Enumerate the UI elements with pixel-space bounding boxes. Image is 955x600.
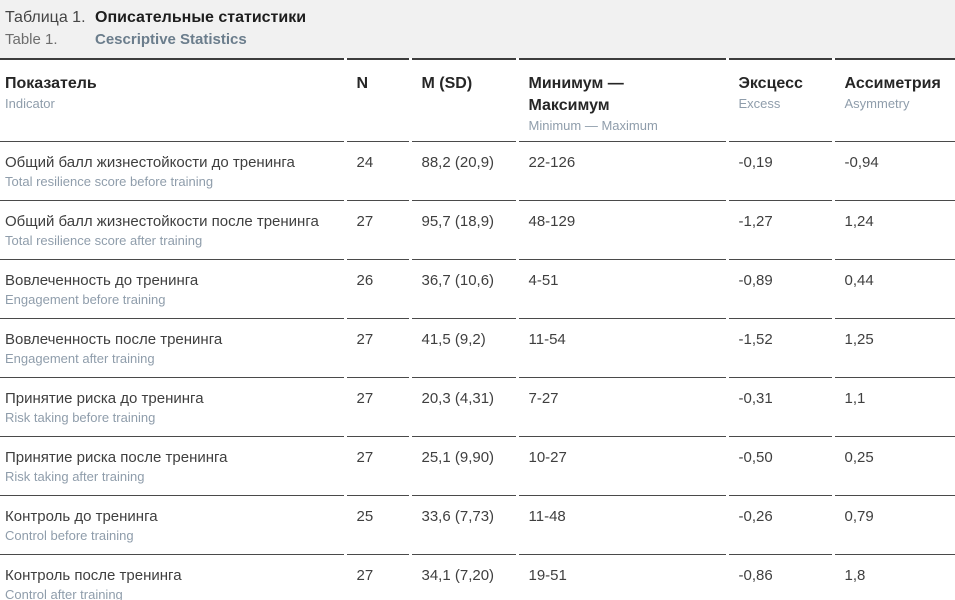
table-row: Принятие риска до тренинга Risk taking be… [0, 377, 955, 437]
indicator-cell: Общий балл жизнестойкости после тренинга… [0, 200, 345, 260]
table-body: Общий балл жизнестойкости до тренинга Tot… [0, 141, 955, 600]
column-header-n: N [343, 58, 410, 142]
indicator-label-ru: Контроль после тренинга [5, 567, 182, 584]
column-header-sublabel: Indicator [5, 96, 55, 111]
table-row: Вовлеченность после тренинга Engagement a… [0, 318, 955, 378]
indicator-label-ru: Принятие риска после тренинга [5, 449, 228, 466]
min-max-cell: 19-51 [515, 554, 727, 600]
table-row: Контроль до тренинга Control before train… [0, 495, 955, 555]
table-row: Общий балл жизнестойкости до тренинга Tot… [0, 141, 955, 201]
caption-line-en: Table 1. Cescriptive Statistics [5, 29, 955, 51]
m-sd-cell: 20,3 (4,31) [408, 377, 517, 437]
n-cell: 24 [343, 141, 410, 201]
n-cell: 27 [343, 554, 410, 600]
table-row: Принятие риска после тренинга Risk taking… [0, 436, 955, 496]
column-header-asymmetry: Ассиметрия Asymmetry [831, 58, 955, 142]
indicator-label-en: Engagement before training [5, 292, 166, 307]
column-header-sublabel: Asymmetry [844, 96, 910, 111]
indicator-cell: Вовлеченность после тренинга Engagement a… [0, 318, 345, 378]
asymmetry-cell: 1,25 [831, 318, 955, 378]
indicator-label-ru: Контроль до тренинга [5, 508, 158, 525]
excess-cell: -1,52 [725, 318, 833, 378]
caption-line-ru: Таблица 1. Описательные статистики [5, 7, 955, 29]
indicator-label-en: Control before training [5, 528, 134, 543]
column-header-label: M (SD) [421, 75, 473, 92]
caption-label-en: Table 1. [5, 31, 58, 48]
indicator-cell: Вовлеченность до тренинга Engagement befo… [0, 259, 345, 319]
indicator-cell: Контроль до тренинга Control before train… [0, 495, 345, 555]
indicator-cell: Контроль после тренинга Control after tra… [0, 554, 345, 600]
indicator-label-ru: Вовлеченность до тренинга [5, 272, 199, 289]
column-header-label: Эксцесс [738, 75, 803, 92]
caption-title-en: Cescriptive Statistics [95, 31, 247, 48]
excess-cell: -0,26 [725, 495, 833, 555]
asymmetry-cell: 1,8 [831, 554, 955, 600]
m-sd-cell: 33,6 (7,73) [408, 495, 517, 555]
column-header-m-sd: M (SD) [408, 58, 517, 142]
column-header-label: Минимум — Максимум [528, 75, 624, 114]
asymmetry-cell: 1,24 [831, 200, 955, 260]
excess-cell: -0,86 [725, 554, 833, 600]
n-cell: 27 [343, 436, 410, 496]
column-header-label: Показатель [5, 75, 97, 92]
indicator-label-en: Total resilience score before training [5, 174, 214, 189]
min-max-cell: 11-54 [515, 318, 727, 378]
indicator-label-ru: Вовлеченность после тренинга [5, 331, 223, 348]
indicator-label-ru: Принятие риска до тренинга [5, 390, 204, 407]
min-max-cell: 4-51 [515, 259, 727, 319]
table-caption: Таблица 1. Описательные статистики Table… [0, 0, 955, 58]
column-header-excess: Эксцесс Excess [725, 58, 833, 142]
asymmetry-cell: 0,79 [831, 495, 955, 555]
m-sd-cell: 25,1 (9,90) [408, 436, 517, 496]
min-max-cell: 10-27 [515, 436, 727, 496]
min-max-cell: 11-48 [515, 495, 727, 555]
excess-cell: -0,50 [725, 436, 833, 496]
statistics-table: Показатель Indicator N M (SD) Минимум — … [0, 58, 955, 600]
caption-title-ru: Описательные статистики [95, 9, 307, 26]
asymmetry-cell: 0,44 [831, 259, 955, 319]
excess-cell: -0,89 [725, 259, 833, 319]
caption-label-ru: Таблица 1. [5, 9, 86, 26]
header-row: Показатель Indicator N M (SD) Минимум — … [0, 58, 955, 142]
n-cell: 27 [343, 377, 410, 437]
m-sd-cell: 88,2 (20,9) [408, 141, 517, 201]
column-header-label: N [356, 75, 369, 92]
column-header-min-max: Минимум — Максимум Minimum — Maximum [515, 58, 727, 142]
column-header-sublabel: Excess [738, 96, 781, 111]
m-sd-cell: 41,5 (9,2) [408, 318, 517, 378]
m-sd-cell: 36,7 (10,6) [408, 259, 517, 319]
excess-cell: -1,27 [725, 200, 833, 260]
column-header-indicator: Показатель Indicator [0, 58, 345, 142]
excess-cell: -0,19 [725, 141, 833, 201]
indicator-label-ru: Общий балл жизнестойкости после тренинга [5, 213, 319, 230]
min-max-cell: 48-129 [515, 200, 727, 260]
min-max-cell: 22-126 [515, 141, 727, 201]
n-cell: 26 [343, 259, 410, 319]
asymmetry-cell: -0,94 [831, 141, 955, 201]
table-row: Контроль после тренинга Control after tra… [0, 554, 955, 600]
indicator-cell: Принятие риска после тренинга Risk taking… [0, 436, 345, 496]
indicator-label-en: Control after training [5, 587, 123, 600]
indicator-label-en: Total resilience score after training [5, 233, 203, 248]
asymmetry-cell: 0,25 [831, 436, 955, 496]
indicator-label-en: Engagement after training [5, 351, 155, 366]
table-row: Вовлеченность до тренинга Engagement befo… [0, 259, 955, 319]
n-cell: 27 [343, 200, 410, 260]
column-header-label: Ассиметрия [844, 75, 941, 92]
indicator-label-en: Risk taking after training [5, 469, 145, 484]
column-header-sublabel: Minimum — Maximum [528, 118, 658, 133]
indicator-cell: Принятие риска до тренинга Risk taking be… [0, 377, 345, 437]
excess-cell: -0,31 [725, 377, 833, 437]
table-row: Общий балл жизнестойкости после тренинга… [0, 200, 955, 260]
indicator-label-ru: Общий балл жизнестойкости до тренинга [5, 154, 295, 171]
min-max-cell: 7-27 [515, 377, 727, 437]
indicator-cell: Общий балл жизнестойкости до тренинга Tot… [0, 141, 345, 201]
n-cell: 27 [343, 318, 410, 378]
m-sd-cell: 34,1 (7,20) [408, 554, 517, 600]
m-sd-cell: 95,7 (18,9) [408, 200, 517, 260]
indicator-label-en: Risk taking before training [5, 410, 156, 425]
asymmetry-cell: 1,1 [831, 377, 955, 437]
n-cell: 25 [343, 495, 410, 555]
